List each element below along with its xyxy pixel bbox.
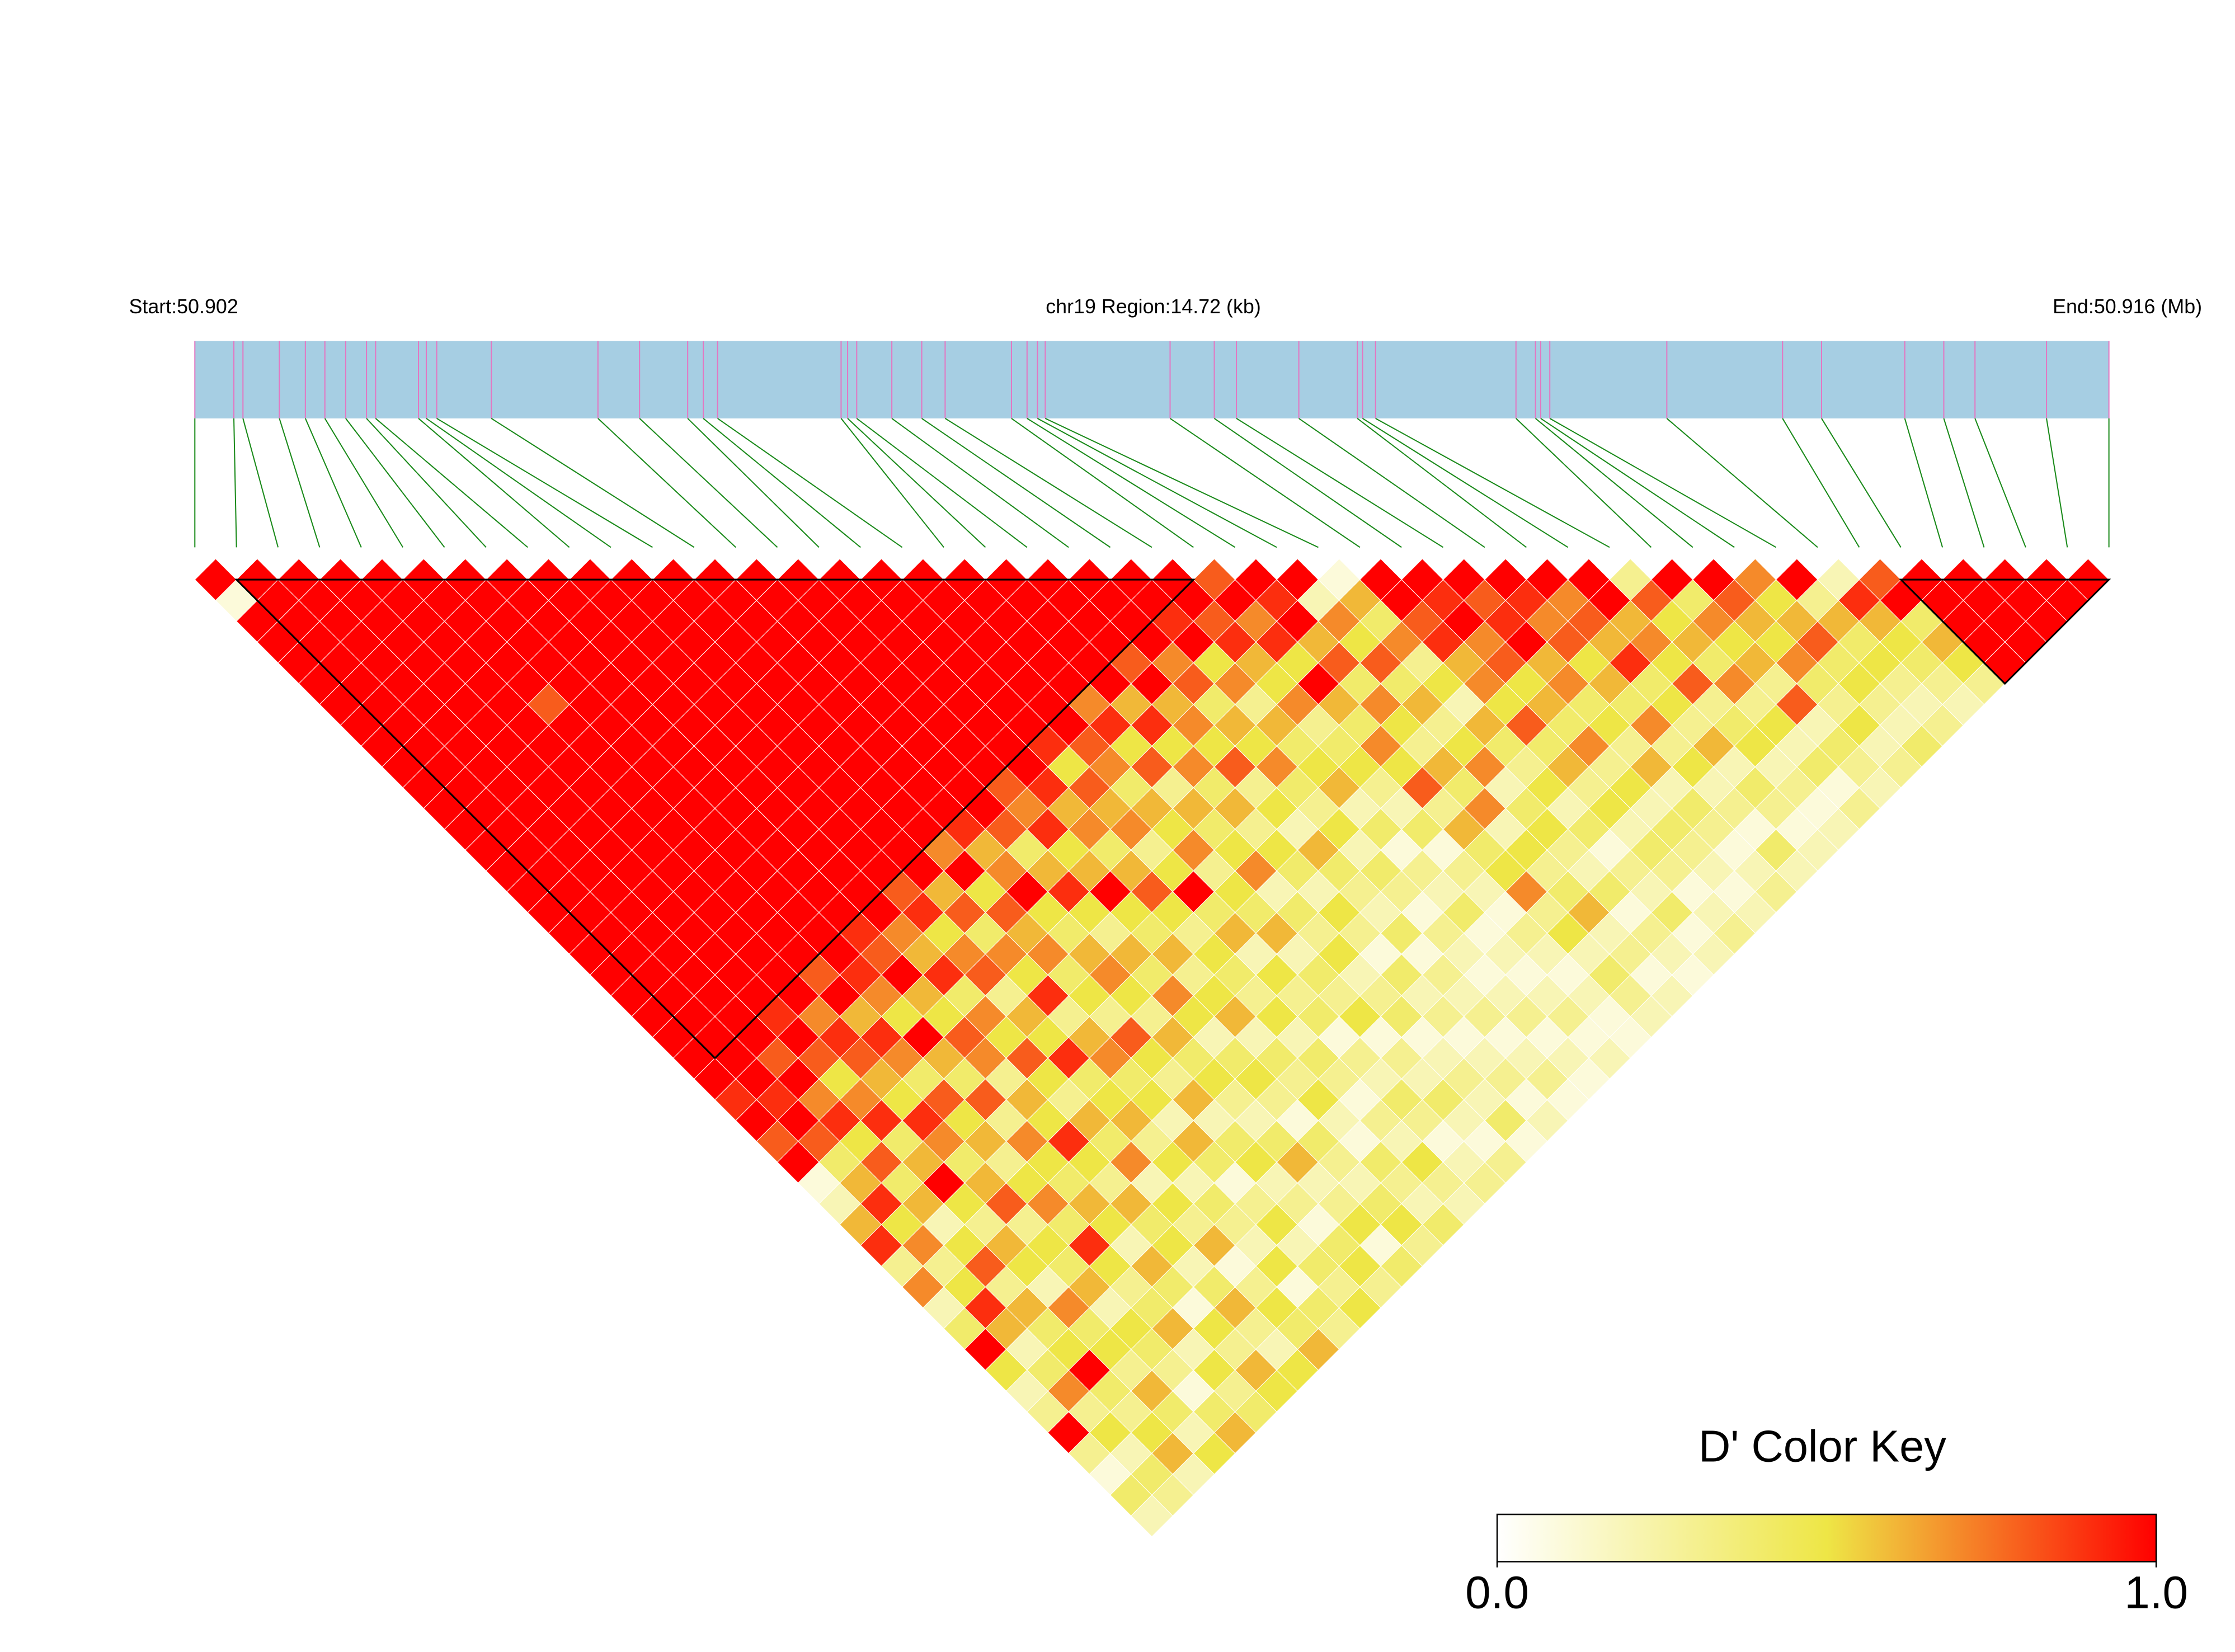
snp-connector bbox=[1782, 418, 1860, 548]
snp-connector bbox=[426, 418, 611, 548]
snp-positions bbox=[194, 341, 2110, 548]
snp-connector bbox=[1943, 418, 1985, 548]
snp-connector bbox=[242, 418, 279, 548]
snp-connector bbox=[717, 418, 903, 548]
snp-connector bbox=[703, 418, 861, 548]
snp-connector bbox=[1974, 418, 2026, 548]
snp-connector bbox=[1535, 418, 1693, 548]
snp-connector bbox=[1516, 418, 1652, 548]
key-title: D' Color Key bbox=[1698, 1422, 1946, 1471]
snp-connector bbox=[1549, 418, 1777, 548]
snp-connector bbox=[1298, 418, 1485, 548]
ld-block bbox=[1899, 578, 2111, 685]
snp-connector bbox=[366, 418, 487, 548]
snp-connector bbox=[418, 418, 570, 548]
snp-connector bbox=[840, 418, 944, 548]
snp-connector bbox=[2046, 418, 2068, 548]
snp-connector bbox=[1027, 418, 1236, 548]
snp-connector bbox=[944, 418, 1152, 548]
key-tick-label: 0.0 bbox=[1465, 1568, 1529, 1618]
snp-connector bbox=[1821, 418, 1902, 548]
snp-connector bbox=[921, 418, 1111, 548]
snp-connector bbox=[1044, 417, 1319, 548]
key-tick-label: 1.0 bbox=[2124, 1568, 2188, 1618]
snp-connector bbox=[1236, 418, 1444, 548]
snp-connector bbox=[324, 418, 404, 548]
snp-connector bbox=[436, 418, 653, 548]
snp-connector bbox=[1357, 418, 1527, 548]
snp-connector bbox=[375, 418, 528, 548]
ld-blocks bbox=[234, 578, 2111, 1060]
snp-connector bbox=[847, 418, 986, 548]
snp-connector bbox=[1011, 418, 1194, 548]
snp-connector bbox=[233, 418, 237, 548]
end-label: End:50.916 (Mb) bbox=[2053, 295, 2202, 318]
start-label: Start:50.902 bbox=[129, 295, 238, 318]
snp-connector bbox=[279, 418, 321, 548]
snp-connector bbox=[345, 418, 445, 548]
snp-connector bbox=[1904, 418, 1944, 548]
ld-block bbox=[234, 578, 1196, 1060]
snp-connector bbox=[891, 418, 1069, 548]
snp-connector bbox=[856, 418, 1028, 548]
snp-connector bbox=[1375, 418, 1610, 548]
snp-connector bbox=[1666, 418, 1818, 548]
key-ticks: 0.0 1.0 bbox=[1465, 1561, 2188, 1618]
snp-connector bbox=[1037, 418, 1277, 548]
snp-connector bbox=[639, 418, 778, 548]
snp-connector bbox=[491, 418, 695, 548]
snp-connector bbox=[687, 418, 820, 548]
snp-connector bbox=[1169, 418, 1361, 548]
color-key bbox=[1496, 1513, 2157, 1562]
region-label: chr19 Region:14.72 (kb) bbox=[1046, 295, 1261, 318]
snp-connector bbox=[1540, 418, 1735, 548]
snp-connector bbox=[304, 418, 362, 548]
snp-connector bbox=[1213, 418, 1402, 548]
snp-connector bbox=[1362, 418, 1569, 548]
snp-connector bbox=[597, 418, 736, 548]
region-bar bbox=[195, 341, 2109, 418]
